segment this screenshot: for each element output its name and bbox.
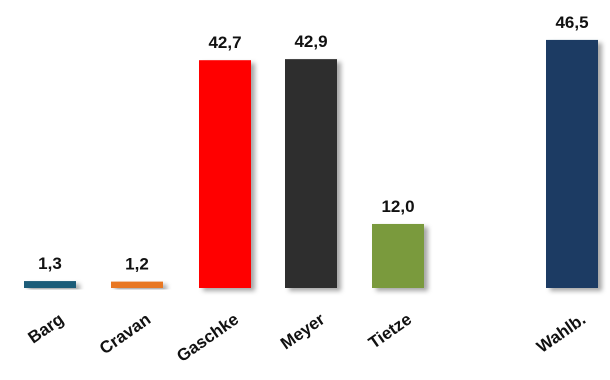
bar-meyer — [285, 59, 337, 288]
value-label-cravan: 1,2 — [125, 255, 149, 274]
tick-label-barg: Barg — [25, 310, 68, 348]
tick-label-tietze: Tietze — [365, 310, 415, 353]
bar-cravan — [111, 281, 163, 288]
bar-gaschke — [199, 60, 251, 289]
bar-tietze — [372, 223, 424, 288]
tick-label-gaschke: Gaschke — [173, 310, 242, 366]
value-label-barg: 1,3 — [38, 254, 62, 273]
bar-barg — [24, 281, 76, 288]
tick-label-cravan: Cravan — [96, 310, 154, 359]
value-label-wahlb: 46,5 — [555, 13, 588, 32]
value-label-tietze: 12,0 — [381, 197, 414, 216]
value-labels-group: 1,3 1,2 42,7 42,9 12,0 46,5 — [38, 13, 588, 274]
bars-group — [24, 39, 598, 289]
tick-label-wahlb: Wahlb. — [533, 310, 589, 357]
value-label-meyer: 42,9 — [294, 32, 327, 51]
tick-labels-group: Barg Cravan Gaschke Meyer Tietze Wahlb. — [25, 309, 590, 365]
tick-label-meyer: Meyer — [277, 309, 328, 353]
value-label-gaschke: 42,7 — [208, 33, 241, 52]
bar-wahlb — [546, 39, 598, 288]
